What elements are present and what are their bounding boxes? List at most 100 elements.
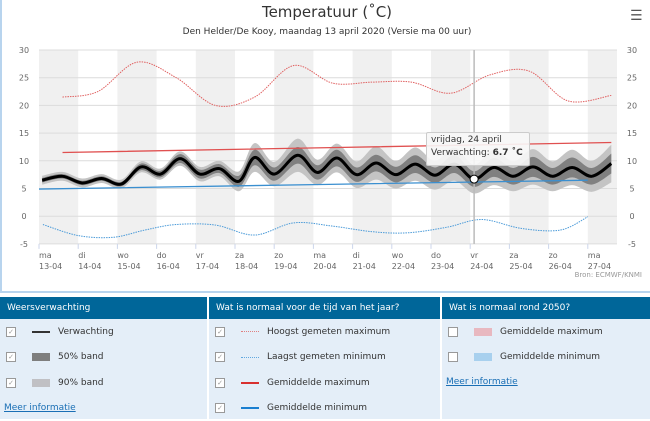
legend-normal: Wat is normaal voor de tijd van het jaar…: [209, 297, 440, 419]
legend-label: Gemiddelde minimum: [500, 352, 600, 362]
checkbox[interactable]: ✓: [215, 352, 225, 362]
x-tick-day: ma: [313, 251, 326, 260]
y-tick-label-right: 30: [627, 46, 637, 55]
legend-item-2050-min[interactable]: Gemiddelde minimum: [442, 345, 650, 371]
swatch-2050-min: [474, 353, 492, 361]
y-tick-label-right: 15: [627, 129, 637, 138]
x-tick-label: di 21-04: [353, 251, 376, 271]
y-tick-label-right: 10: [627, 157, 637, 166]
legend-label: Gemiddelde minimum: [267, 403, 367, 413]
y-tick-label-right: 25: [627, 74, 637, 83]
meer-informatie-link[interactable]: Meer informatie: [0, 396, 207, 421]
y-tick-label-left: 25: [19, 74, 29, 83]
x-tick-day: do: [431, 251, 441, 260]
x-tick-date: 18-04: [235, 262, 258, 271]
x-tick-day: ma: [588, 251, 601, 260]
x-tick-date: 25-04: [509, 262, 532, 271]
x-tick-day: di: [353, 251, 360, 260]
legend-future: Wat is normaal rond 2050? Gemiddelde max…: [442, 297, 650, 419]
checkbox[interactable]: ✓: [6, 327, 16, 337]
x-tick-day: do: [157, 251, 167, 260]
swatch-avg-max: [241, 382, 259, 384]
swatch-record-max: [241, 331, 259, 332]
x-tick-date: 27-04: [588, 262, 611, 271]
swatch-record-min: [241, 357, 259, 358]
checkbox[interactable]: [448, 327, 458, 337]
x-tick-label: wo 15-04: [117, 251, 140, 271]
x-tick-date: 20-04: [313, 262, 336, 271]
x-tick-date: 21-04: [353, 262, 376, 271]
y-tick-label-left: -5: [20, 240, 28, 249]
x-tick-label: za 18-04: [235, 251, 258, 271]
legend-item-avg-min[interactable]: ✓ Gemiddelde minimum: [209, 396, 440, 421]
x-tick-day: za: [235, 251, 244, 260]
x-tick-date: 15-04: [117, 262, 140, 271]
x-tick-label: zo 26-04: [549, 251, 572, 271]
x-tick-date: 19-04: [274, 262, 297, 271]
x-tick-day: di: [78, 251, 85, 260]
y-tick-label-left: 0: [21, 212, 26, 221]
meer-informatie-link[interactable]: Meer informatie: [442, 370, 650, 395]
x-tick-day: zo: [549, 251, 558, 260]
y-tick-label-right: 0: [629, 212, 634, 221]
legend-item-band90[interactable]: ✓90% band: [0, 370, 207, 396]
x-tick-day: vr: [196, 251, 205, 260]
y-tick-label-left: 15: [19, 129, 29, 138]
legend-item-2050-max[interactable]: Gemiddelde maximum: [442, 319, 650, 345]
legend-item-band50[interactable]: ✓50% band: [0, 345, 207, 371]
chart-container: Temperatuur (˚C) Den Helder/De Kooy, maa…: [0, 0, 650, 293]
x-tick-label: wo 22-04: [392, 251, 415, 271]
x-tick-day: vr: [470, 251, 479, 260]
y-tick-label-left: 10: [19, 157, 29, 166]
y-tick-label-right: 20: [627, 101, 637, 110]
legend-label: Gemiddelde maximum: [500, 327, 603, 337]
legend-future-title: Wat is normaal rond 2050?: [442, 297, 650, 319]
x-tick-day: wo: [392, 251, 404, 260]
x-tick-date: 22-04: [392, 262, 415, 271]
x-tick-date: 26-04: [549, 262, 572, 271]
legend-item-record-max[interactable]: ✓ Hoogst gemeten maximum: [209, 319, 440, 345]
x-tick-day: wo: [117, 251, 129, 260]
x-tick-date: 14-04: [78, 262, 101, 271]
legend-label: Verwachting: [58, 327, 114, 337]
tooltip-value: 6.7 ˚C: [493, 148, 523, 158]
x-tick-label: za 25-04: [509, 251, 532, 271]
x-tick-label: do 16-04: [157, 251, 180, 271]
y-tick-label-right: -5: [628, 240, 636, 249]
legend-forecast-title: Weersverwachting: [0, 297, 207, 319]
x-tick-date: 13-04: [39, 262, 62, 271]
day-stripe: [196, 50, 235, 244]
credit: Bron: ECMWF/KNMI: [575, 271, 642, 279]
checkbox[interactable]: ✓: [215, 378, 225, 388]
swatch-band90: [32, 379, 50, 387]
y-tick-label-left: 30: [19, 46, 29, 55]
x-tick-day: za: [509, 251, 518, 260]
swatch-band50: [32, 353, 50, 361]
legend-label: Hoogst gemeten maximum: [267, 327, 390, 337]
x-tick-day: zo: [274, 251, 283, 260]
legend-label: Laagst gemeten minimum: [267, 352, 386, 362]
checkbox[interactable]: ✓: [6, 352, 16, 362]
tooltip-label: Verwachting:: [431, 148, 493, 158]
legend-item-verwachting[interactable]: ✓ Verwachting: [0, 319, 207, 345]
legend-item-record-min[interactable]: ✓ Laagst gemeten minimum: [209, 345, 440, 371]
swatch-forecast: [32, 331, 50, 333]
x-tick-label: di 14-04: [78, 251, 101, 271]
checkbox[interactable]: ✓: [215, 327, 225, 337]
checkbox[interactable]: ✓: [215, 403, 225, 413]
legend-label: Gemiddelde maximum: [267, 378, 370, 388]
x-tick-label: ma 20-04: [313, 251, 336, 271]
x-tick-date: 23-04: [431, 262, 454, 271]
swatch-avg-min: [241, 407, 259, 409]
tooltip-date: vrijdag, 24 april: [431, 134, 525, 147]
checkbox[interactable]: [448, 352, 458, 362]
checkbox[interactable]: ✓: [6, 378, 16, 388]
day-stripe: [588, 50, 617, 244]
x-tick-date: 16-04: [157, 262, 180, 271]
legend-panel: Weersverwachting ✓Verwachting ✓50% band …: [0, 297, 650, 419]
legend-item-avg-max[interactable]: ✓ Gemiddelde maximum: [209, 370, 440, 396]
